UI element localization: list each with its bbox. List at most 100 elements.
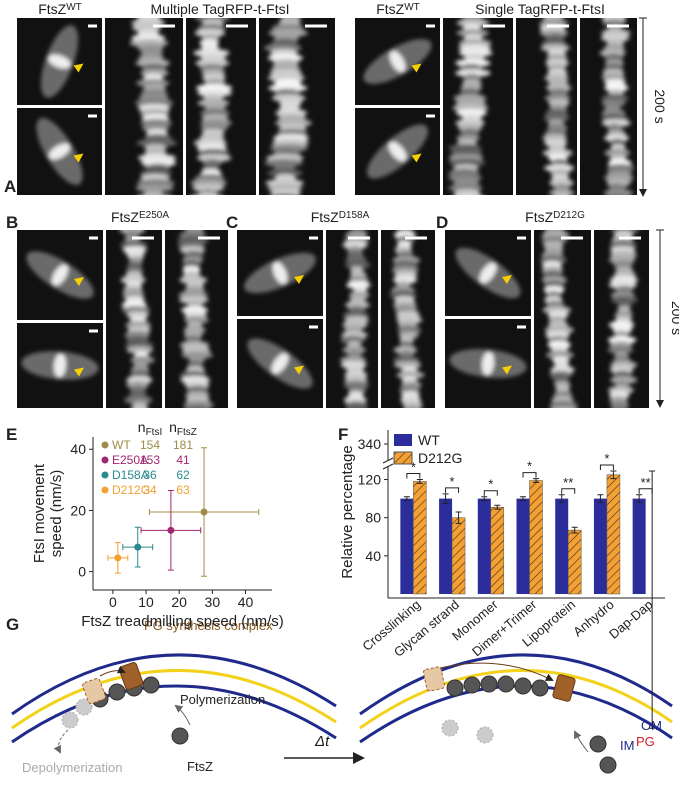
arrowhead bbox=[411, 63, 422, 73]
arrow bbox=[439, 662, 554, 681]
pg-label: PG bbox=[636, 734, 655, 749]
bar bbox=[439, 498, 453, 594]
micrograph bbox=[17, 230, 103, 320]
arrowhead bbox=[294, 365, 304, 375]
micrograph bbox=[105, 18, 183, 195]
micrograph bbox=[17, 18, 102, 105]
legend-count: 181 bbox=[173, 438, 193, 452]
micrograph bbox=[237, 230, 323, 316]
micrograph bbox=[106, 230, 162, 408]
arrowhead bbox=[411, 153, 422, 163]
y-tick-label: 0 bbox=[78, 564, 86, 580]
legend-marker bbox=[101, 471, 109, 479]
legend-count: 63 bbox=[176, 483, 190, 497]
strain-label: FtsZWT bbox=[38, 1, 82, 17]
x-tick-label: Dap-Dap bbox=[606, 597, 656, 642]
x-tick-label: 30 bbox=[205, 594, 221, 610]
bar bbox=[477, 498, 491, 594]
significance-label: * bbox=[527, 459, 532, 474]
legend-count: 41 bbox=[176, 453, 190, 467]
legend-swatch bbox=[394, 434, 412, 446]
x-tick-label: 40 bbox=[238, 594, 254, 610]
micrograph bbox=[594, 230, 649, 408]
arrowhead bbox=[502, 275, 512, 284]
significance-bracket bbox=[638, 488, 653, 494]
legend-swatch bbox=[393, 451, 413, 465]
schematic: G PG synthesis complex Polymerization De… bbox=[6, 615, 673, 775]
arrowhead bbox=[73, 153, 84, 163]
panel-label: B bbox=[6, 213, 18, 232]
legend-count: 62 bbox=[176, 468, 190, 482]
depolymerization-label: Depolymerization bbox=[22, 760, 122, 775]
y-tick-label: 40 bbox=[70, 441, 86, 457]
legend-header-sub: FtsZ bbox=[177, 427, 197, 438]
significance-bracket bbox=[522, 472, 537, 478]
significance-label: * bbox=[450, 474, 455, 489]
micrograph bbox=[237, 319, 323, 408]
arrow bbox=[53, 729, 69, 754]
point bbox=[167, 526, 175, 534]
complex-faded bbox=[82, 677, 106, 705]
micrograph bbox=[445, 230, 531, 316]
legend-header-main: n bbox=[169, 419, 177, 435]
peptidoglycan bbox=[11, 669, 337, 730]
y-axis-label: Relative percentage bbox=[339, 445, 356, 578]
legend-label: WT bbox=[112, 438, 131, 452]
significance-label: * bbox=[411, 460, 416, 475]
outer-membrane bbox=[359, 653, 673, 716]
micrograph bbox=[17, 108, 102, 195]
error-bar bbox=[558, 494, 565, 503]
error-bar bbox=[442, 493, 449, 504]
significance-bracket bbox=[483, 490, 498, 496]
arrowhead bbox=[294, 275, 304, 284]
legend-header: nFtsI bbox=[138, 419, 162, 438]
arrowhead bbox=[73, 63, 84, 73]
strain-label-sup: E250A bbox=[139, 210, 169, 221]
strain-label-sup: WT bbox=[404, 2, 420, 13]
panel-label: F bbox=[338, 425, 348, 444]
legend-count: 34 bbox=[143, 483, 157, 497]
arrow bbox=[99, 665, 126, 677]
polymerization-label: Polymerization bbox=[180, 692, 265, 707]
arrowhead bbox=[74, 277, 84, 286]
error-bar bbox=[571, 526, 578, 534]
micrograph bbox=[355, 18, 440, 105]
error-bar bbox=[481, 496, 488, 502]
significance-bracket bbox=[561, 488, 576, 494]
panel-label: A bbox=[4, 177, 16, 196]
bar bbox=[606, 474, 621, 595]
legend-marker bbox=[101, 486, 109, 494]
strain-label-main: FtsZ bbox=[376, 1, 404, 17]
time-label: 200 s bbox=[652, 89, 668, 123]
point bbox=[134, 543, 142, 551]
micrograph bbox=[580, 18, 637, 195]
legend-marker bbox=[101, 456, 109, 464]
legend-label: WT bbox=[418, 432, 440, 448]
bar bbox=[567, 529, 582, 595]
legend-label: D212G bbox=[418, 450, 462, 466]
error-bar bbox=[533, 478, 539, 483]
micrograph bbox=[445, 319, 531, 408]
y-tick-label: 340 bbox=[358, 436, 382, 452]
im-label: IM bbox=[620, 738, 634, 753]
bar bbox=[400, 498, 414, 594]
point bbox=[200, 508, 208, 516]
panel-title: Multiple TagRFP-t-FtsI bbox=[151, 1, 290, 17]
strain-label-main: FtsZ bbox=[38, 1, 66, 17]
panel-label: G bbox=[6, 615, 19, 634]
legend-count: 154 bbox=[140, 438, 160, 452]
strain-label: FtsZE250A bbox=[111, 209, 169, 225]
peptidoglycan bbox=[359, 668, 673, 730]
om-label: OM bbox=[641, 718, 662, 733]
strain-label-sup: D212G bbox=[553, 210, 585, 221]
micrograph bbox=[17, 323, 103, 408]
significance-bracket bbox=[599, 464, 614, 470]
panel-label: D bbox=[436, 213, 448, 232]
legend-label: E250A bbox=[112, 453, 148, 467]
micrograph bbox=[355, 108, 440, 195]
significance-bracket bbox=[445, 487, 460, 493]
bar bbox=[529, 480, 543, 595]
error-bar bbox=[610, 470, 617, 480]
complex-faded bbox=[422, 666, 446, 692]
